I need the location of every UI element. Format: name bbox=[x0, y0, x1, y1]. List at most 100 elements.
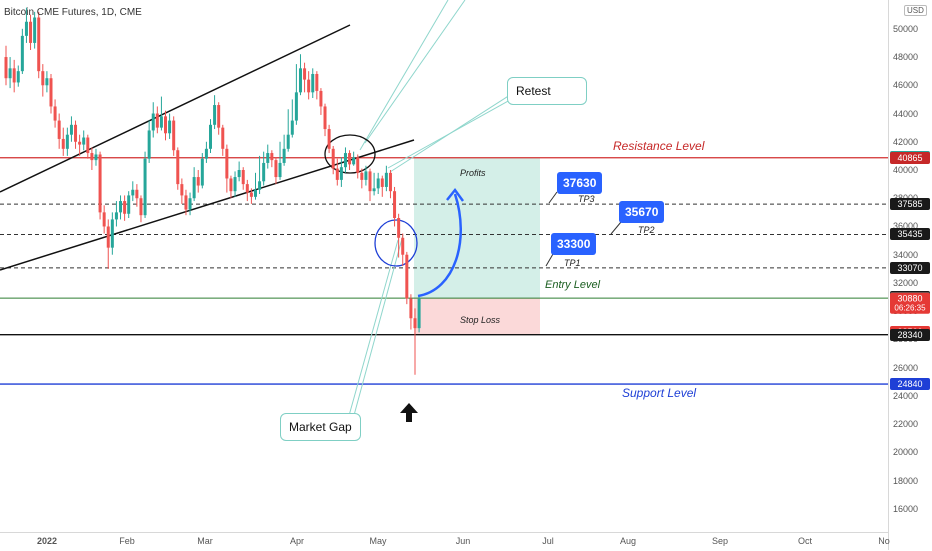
candle-body bbox=[352, 157, 356, 165]
price-tick-label: 42000 bbox=[893, 136, 919, 147]
time-tick-label: Sep bbox=[711, 536, 729, 546]
candle-body bbox=[41, 71, 45, 86]
chart-canvas[interactable] bbox=[0, 0, 888, 532]
candle-body bbox=[106, 226, 110, 248]
candle-body bbox=[188, 198, 192, 210]
candle-body bbox=[213, 105, 217, 125]
candle-body bbox=[417, 298, 421, 329]
candle-body bbox=[4, 57, 8, 79]
candle-body bbox=[172, 120, 176, 151]
candle-body bbox=[258, 181, 262, 190]
tp1-label: TP1 bbox=[564, 258, 581, 268]
candle-body bbox=[102, 212, 106, 227]
candle-body bbox=[237, 170, 241, 178]
candle-body bbox=[114, 212, 118, 220]
candle-body bbox=[413, 318, 417, 329]
target-pointer bbox=[610, 221, 622, 235]
candle-body bbox=[164, 116, 168, 134]
channel-upper-line bbox=[0, 24, 351, 193]
candle-body bbox=[384, 172, 388, 187]
candle-body bbox=[327, 129, 331, 149]
candle-body bbox=[286, 134, 290, 149]
candle-body bbox=[86, 137, 90, 154]
candle-body bbox=[233, 177, 237, 192]
candle-body bbox=[249, 192, 253, 197]
time-tick-label: 2022 bbox=[36, 536, 58, 546]
candle-body bbox=[24, 21, 28, 36]
candle-body bbox=[123, 201, 127, 214]
candle-body bbox=[49, 78, 53, 107]
price-tick-label: 24000 bbox=[893, 390, 919, 401]
candle-body bbox=[401, 237, 405, 255]
candle-body bbox=[225, 148, 229, 179]
candle-body bbox=[65, 134, 69, 149]
candle-body bbox=[12, 68, 16, 83]
candle-body bbox=[147, 130, 151, 159]
price-tick-label: 26000 bbox=[893, 362, 919, 373]
price-tick-label: 48000 bbox=[893, 52, 919, 63]
candle-body bbox=[380, 178, 384, 187]
candle-body bbox=[16, 71, 20, 83]
price-badge: 28340 bbox=[890, 328, 930, 341]
candle-body bbox=[200, 158, 204, 186]
tp3-label: TP3 bbox=[578, 194, 595, 204]
time-tick-label: May bbox=[369, 536, 387, 546]
price-tick-label: 16000 bbox=[893, 503, 919, 514]
price-badge: 24840 bbox=[890, 378, 930, 391]
candle-body bbox=[168, 120, 172, 134]
resistance-level-label: Resistance Level bbox=[613, 139, 705, 153]
candle-body bbox=[356, 157, 360, 173]
candle-body bbox=[8, 68, 12, 79]
candle-body bbox=[74, 124, 78, 142]
candle-body bbox=[303, 68, 307, 80]
candle-body bbox=[151, 113, 155, 131]
gap-circle bbox=[374, 219, 418, 267]
price-tick-label: 34000 bbox=[893, 249, 919, 260]
price-axis[interactable]: USD 500004800046000440004200040000380003… bbox=[888, 0, 932, 550]
candle-body bbox=[245, 184, 249, 193]
candle-body bbox=[192, 177, 196, 199]
stop-loss-label: Stop Loss bbox=[460, 315, 501, 325]
candle-body bbox=[339, 167, 343, 180]
candle-body bbox=[364, 171, 368, 180]
up-arrow-icon bbox=[400, 403, 418, 422]
candle-body bbox=[57, 120, 61, 139]
candle-body bbox=[331, 148, 335, 169]
candle-body bbox=[37, 17, 41, 72]
candle-body bbox=[393, 191, 397, 219]
candle-body bbox=[397, 218, 401, 238]
profits-label: Profits bbox=[460, 168, 486, 178]
candle-body bbox=[315, 73, 319, 91]
price-badge: 30880 06:26:35 bbox=[890, 292, 930, 314]
candle-body bbox=[405, 254, 409, 299]
candle-body bbox=[217, 105, 221, 128]
candle-body bbox=[78, 141, 82, 145]
candle-body bbox=[368, 171, 372, 192]
candle-body bbox=[266, 153, 270, 163]
currency-label: USD bbox=[904, 5, 927, 16]
price-badge: 35435 bbox=[890, 228, 930, 241]
candle-body bbox=[278, 162, 282, 178]
candle-body bbox=[282, 148, 286, 163]
candle-body bbox=[360, 172, 364, 180]
candle-body bbox=[323, 106, 327, 130]
curved-arrow bbox=[417, 193, 462, 298]
candle-body bbox=[127, 195, 131, 214]
profit-zone bbox=[414, 157, 540, 299]
candle-body bbox=[119, 201, 123, 213]
chart-area[interactable]: Bitcoin CME Futures, 1D, CME Retest Mark… bbox=[0, 0, 888, 532]
time-axis[interactable]: 2022 Feb Mar Apr May Jun Jul Aug Sep Oct No bbox=[0, 532, 890, 551]
time-tick-label: Oct bbox=[797, 536, 813, 546]
price-badge: 33070 bbox=[890, 261, 930, 274]
candle-body bbox=[69, 124, 73, 135]
candle-body bbox=[33, 17, 37, 43]
target-pointer bbox=[548, 191, 558, 204]
candle-body bbox=[372, 188, 376, 192]
candle-body bbox=[274, 160, 278, 178]
candle-body bbox=[155, 113, 159, 128]
candle-body bbox=[184, 195, 188, 210]
pointer-line bbox=[344, 239, 399, 431]
time-tick-label: Aug bbox=[619, 536, 637, 546]
market-gap-callout: Market Gap bbox=[280, 413, 361, 441]
target-tp1-box: 33300 bbox=[551, 233, 597, 255]
